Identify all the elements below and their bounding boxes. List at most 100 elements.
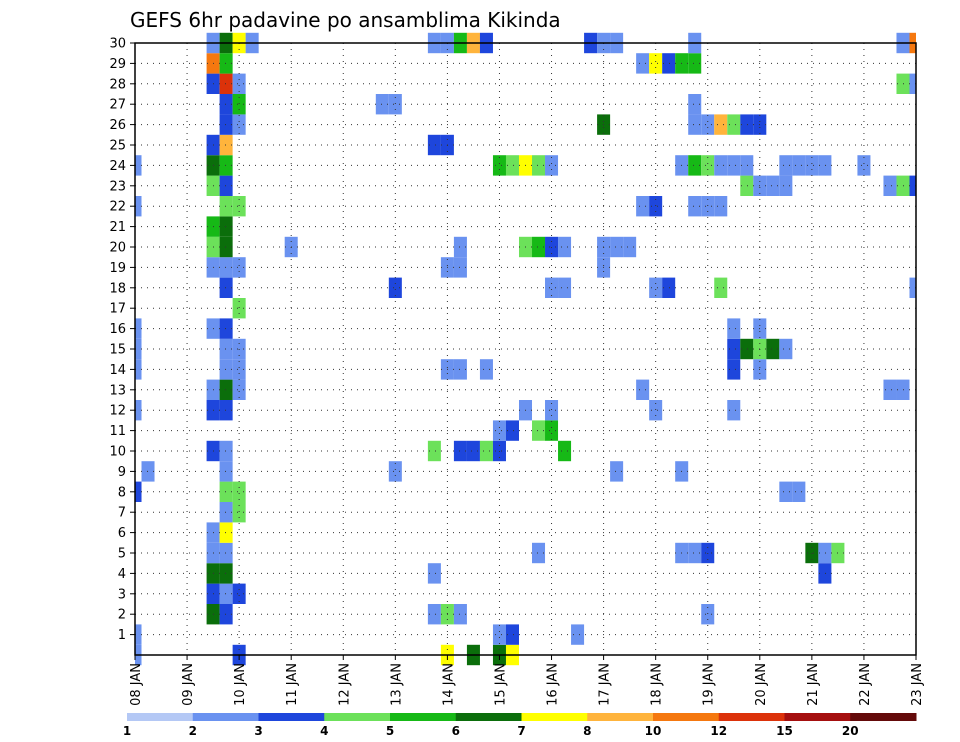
heat-cell: [219, 440, 233, 462]
colorbar: 1 2 3 4 5 6 7 8 10 12 15 20: [123, 713, 917, 738]
y-tick-label: 3: [118, 587, 126, 602]
heat-cell: [219, 94, 233, 115]
heat-cell: [219, 236, 233, 258]
heat-cell: [766, 175, 780, 196]
heat-cell: [688, 114, 702, 135]
heat-cell: [232, 379, 246, 400]
x-tick-label: 19 JAN: [702, 663, 717, 706]
y-tick-label: 28: [109, 77, 126, 92]
y-tick-label: 20: [109, 241, 126, 256]
heat-cell: [532, 236, 546, 258]
y-tick-label: 16: [109, 322, 126, 337]
heat-cell: [701, 196, 715, 217]
y-tick-label: 4: [118, 567, 126, 582]
y-tick-label: 19: [109, 261, 126, 276]
heat-cell: [135, 196, 142, 217]
heat-cell: [219, 461, 233, 482]
heat-cell: [883, 175, 897, 196]
heat-cell: [818, 155, 832, 176]
heat-cell: [219, 379, 233, 400]
y-tick-label: 26: [109, 118, 126, 133]
colorbar-swatch: [258, 713, 325, 721]
heat-cell: [492, 155, 506, 176]
heat-cell: [453, 604, 467, 625]
heat-cell: [727, 318, 741, 339]
y-tick-label: 29: [109, 57, 126, 72]
heat-cell: [727, 155, 741, 176]
heat-cell: [232, 481, 246, 502]
heat-cell: [453, 257, 467, 278]
heat-cell: [896, 379, 910, 400]
y-tick-label: 21: [109, 220, 126, 235]
heat-cell: [135, 359, 142, 380]
heat-cell: [714, 277, 728, 298]
x-tick-label: 14 JAN: [441, 663, 456, 706]
heat-cell: [779, 481, 793, 502]
heat-cell: [688, 53, 702, 74]
heat-cell: [545, 400, 559, 421]
heat-cell: [388, 461, 402, 482]
heat-cell: [545, 277, 559, 298]
heat-cell: [909, 73, 916, 94]
colorbar-swatch: [850, 713, 917, 721]
x-tick-label: 18 JAN: [650, 663, 665, 706]
heat-cell: [558, 236, 572, 258]
y-tick-label: 13: [109, 383, 126, 398]
heat-cell: [219, 481, 233, 502]
heat-cell: [857, 155, 871, 176]
colorbar-swatch: [390, 713, 457, 721]
colorbar-label: 10: [645, 724, 662, 738]
heat-cell: [818, 563, 832, 584]
heat-cell: [219, 502, 233, 523]
heat-cell: [779, 175, 793, 196]
heat-cell: [232, 114, 246, 135]
heat-cell: [558, 277, 572, 298]
colorbar-label: 2: [189, 724, 197, 738]
heat-cell: [662, 53, 676, 74]
colorbar-swatch: [455, 713, 522, 721]
heat-cell: [532, 155, 546, 176]
x-tick-label: 09 JAN: [181, 663, 196, 706]
heat-cell: [505, 155, 519, 176]
heat-cell: [232, 502, 246, 523]
y-tick-label: 15: [109, 343, 126, 358]
y-tick-label: 2: [118, 608, 126, 623]
heat-cell: [505, 624, 519, 645]
heat-cell: [818, 542, 832, 564]
x-tick-label: 10 JAN: [233, 663, 248, 706]
heat-cell: [883, 379, 897, 400]
heat-cell: [714, 155, 728, 176]
colorbar-swatch: [587, 713, 654, 721]
heat-cell: [427, 563, 441, 584]
heat-cell: [623, 236, 637, 258]
heat-cell: [740, 114, 754, 135]
heat-cell: [219, 338, 233, 360]
y-tick-label: 7: [118, 506, 126, 521]
heat-cell: [135, 318, 142, 339]
heat-cell: [135, 400, 142, 421]
heat-cell: [219, 257, 233, 278]
heat-cell: [636, 53, 650, 74]
colorbar-label: 4: [320, 724, 328, 738]
heat-cell: [714, 196, 728, 217]
colorbar-label: 8: [583, 724, 591, 738]
y-tick-label: 24: [109, 159, 126, 174]
heat-cell: [649, 53, 663, 74]
heat-cell: [232, 583, 246, 604]
colorbar-label: 6: [452, 724, 460, 738]
heat-cell: [219, 73, 233, 94]
colorbar-label: 20: [842, 724, 859, 738]
heat-cell: [135, 624, 142, 645]
colorbar-label: 7: [517, 724, 525, 738]
heat-cell: [727, 114, 741, 135]
heat-cell: [636, 379, 650, 400]
heat-cell: [232, 73, 246, 94]
heat-cell: [492, 624, 506, 645]
x-tick-label: 11 JAN: [285, 663, 300, 706]
heat-cell: [135, 338, 142, 360]
y-tick-label: 5: [118, 547, 126, 562]
y-tick-label: 14: [109, 363, 126, 378]
heat-cell: [453, 440, 467, 462]
heat-cell: [492, 420, 506, 441]
